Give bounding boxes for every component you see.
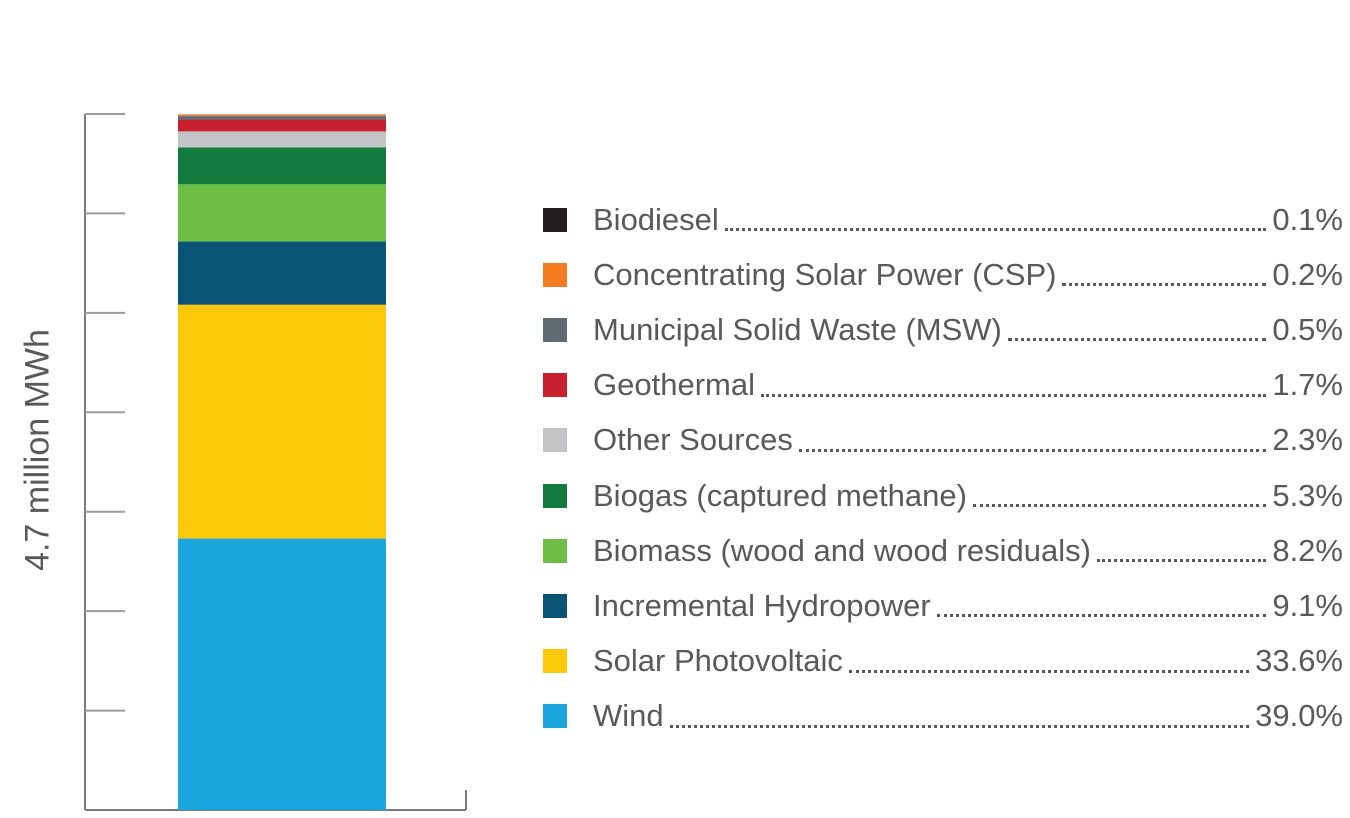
axes [84,113,467,811]
legend-swatch [543,538,567,563]
legend-swatch [543,704,567,729]
legend-swatch [543,207,567,232]
legend-leader-dots [972,504,1267,508]
legend-label: Biomass (wood and wood residuals) [593,532,1091,568]
legend-item: Biogas (captured methane) 5.3% [543,468,1343,523]
legend-swatch [543,262,567,287]
legend-label: Biogas (captured methane) [593,477,967,513]
legend-label: Incremental Hydropower [593,587,931,623]
legend-leader-dots [848,669,1250,673]
legend-label: Concentrating Solar Power (CSP) [593,256,1057,292]
bar-segment [178,147,386,185]
legend-swatch [543,483,567,508]
legend-item: Wind 39.0% [543,689,1343,744]
legend-swatch [543,649,567,674]
legend-value: 8.2% [1272,532,1343,568]
legend-swatch [543,593,567,618]
legend-value: 9.1% [1272,587,1343,623]
legend-item: Biomass (wood and wood residuals) 8.2% [543,523,1343,578]
legend-item: Incremental Hydropower 9.1% [543,578,1343,633]
legend-swatch [543,428,567,453]
y-axis-label: 4.7 million MWh [18,329,57,571]
legend-label: Municipal Solid Waste (MSW) [593,311,1002,347]
bar-segment [178,184,386,242]
legend-value: 2.3% [1272,422,1343,458]
bar-segment [178,131,386,148]
legend-item: Concentrating Solar Power (CSP) 0.2% [543,247,1343,302]
legend-value: 5.3% [1272,477,1343,513]
legend-leader-dots [1062,283,1267,287]
legend-value: 0.2% [1272,256,1343,292]
legend-item: Geothermal 1.7% [543,358,1343,413]
legend-label: Biodiesel [593,201,719,237]
legend-value: 33.6% [1255,643,1343,679]
bar-segment [178,304,386,539]
legend-item: Solar Photovoltaic 33.6% [543,634,1343,689]
legend-leader-dots [760,393,1267,397]
bar-segments [178,113,386,810]
legend-item: Municipal Solid Waste (MSW) 0.5% [543,302,1343,357]
legend-label: Wind [593,698,664,734]
legend-label: Geothermal [593,367,755,403]
legend-leader-dots [724,228,1267,232]
legend-leader-dots [669,724,1250,728]
bar-segment [178,119,386,132]
legend-swatch [543,317,567,342]
bar-segment [178,116,386,120]
legend-leader-dots [1096,559,1267,563]
legend-leader-dots [936,614,1267,618]
legend-label: Other Sources [593,422,793,458]
legend-leader-dots [1007,338,1267,342]
legend-value: 39.0% [1255,698,1343,734]
bar-segment [178,241,386,305]
legend-item: Other Sources 2.3% [543,413,1343,468]
bar-segment [178,538,386,810]
legend-label: Solar Photovoltaic [593,643,843,679]
legend-value: 0.5% [1272,311,1343,347]
legend-leader-dots [798,448,1267,452]
bar-segment [178,114,386,117]
legend: Biodiesel 0.1% Concentrating Solar Power (… [543,192,1343,744]
legend-value: 1.7% [1272,367,1343,403]
legend-value: 0.1% [1272,201,1343,237]
legend-item: Biodiesel 0.1% [543,192,1343,247]
legend-swatch [543,373,567,398]
